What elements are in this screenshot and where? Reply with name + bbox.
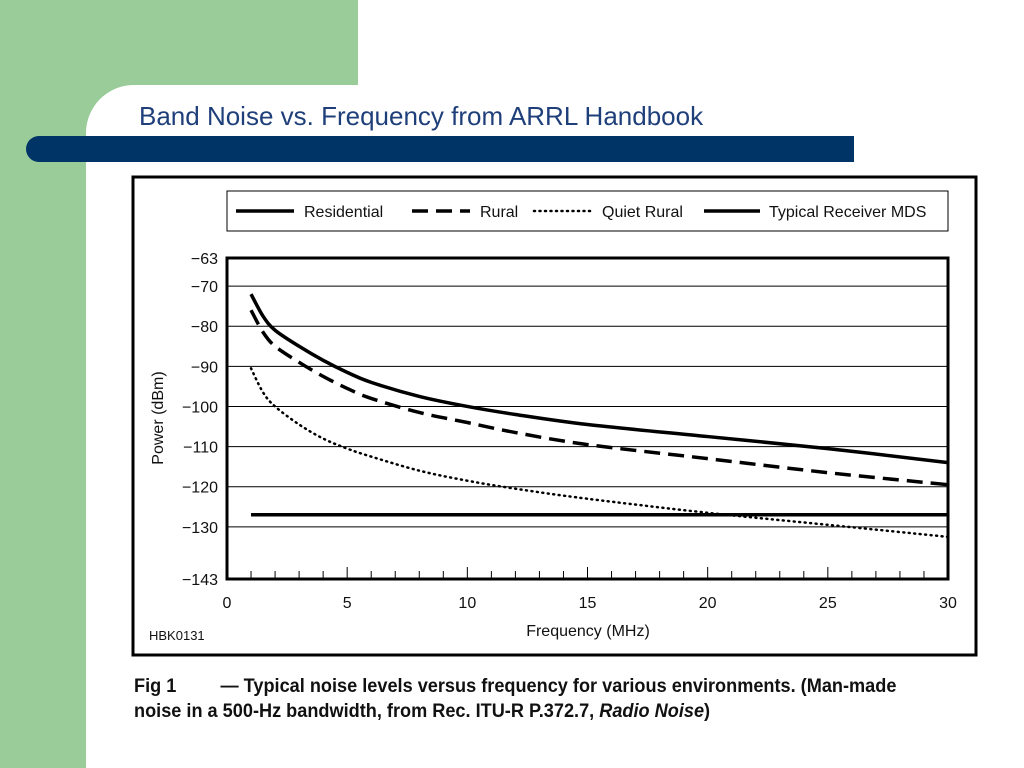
series-line-rural xyxy=(249,309,949,487)
legend-label: Rural xyxy=(480,204,518,221)
y-axis-label: Power (dBm) xyxy=(150,371,167,464)
x-axis-ticks: 0 5 10 15 20 25 30 xyxy=(223,567,957,612)
green-accent-strip xyxy=(0,0,86,768)
slide-title: Band Noise vs. Frequency from ARRL Handb… xyxy=(139,101,704,131)
y-axis-ticks: −63 −70 −80 −90 −100 −110 −120 −130 −143 xyxy=(182,251,218,589)
x-tick-label: 25 xyxy=(819,595,837,612)
y-tick-label: −120 xyxy=(182,480,218,497)
series-line-quiet-rural xyxy=(249,367,950,539)
figure-frame xyxy=(131,175,978,657)
y-tick-label: −130 xyxy=(182,520,218,537)
x-tick-label: 10 xyxy=(458,595,476,612)
caption-fig-number: Fig 1 xyxy=(134,675,177,697)
figure-id-label: HBK0131 xyxy=(149,628,205,643)
series-line-residential xyxy=(249,293,949,465)
y-tick-label: −143 xyxy=(182,572,218,589)
caption-end: ) xyxy=(704,700,711,722)
y-tick-label: −110 xyxy=(183,440,218,457)
x-tick-label: 5 xyxy=(343,595,352,612)
y-tick-label: −63 xyxy=(191,251,218,268)
legend-label: Typical Receiver MDS xyxy=(769,204,926,221)
legend: Residential Rural Quiet Rural Typical Recei… xyxy=(236,204,926,221)
legend-label: Quiet Rural xyxy=(602,204,683,221)
caption-text: — Typical noise levels versus frequency … xyxy=(134,675,897,722)
legend-box xyxy=(226,190,949,232)
chart-series xyxy=(249,293,950,539)
title-underline-bar xyxy=(26,136,854,162)
caption-italic: Radio Noise xyxy=(599,700,705,722)
chart-grid xyxy=(227,285,948,528)
x-tick-label: 0 xyxy=(223,595,232,612)
x-tick-label: 30 xyxy=(939,595,957,612)
y-tick-label: −70 xyxy=(191,279,218,296)
y-tick-label: −80 xyxy=(191,319,218,336)
y-tick-label: −100 xyxy=(182,399,218,416)
x-tick-label: 20 xyxy=(699,595,717,612)
figure-caption: Fig 1— Typical noise levels versus frequ… xyxy=(134,674,915,724)
y-tick-label: −90 xyxy=(191,359,218,376)
x-axis-label: Frequency (MHz) xyxy=(526,623,650,640)
x-tick-label: 15 xyxy=(579,595,597,612)
legend-label: Residential xyxy=(304,204,383,221)
